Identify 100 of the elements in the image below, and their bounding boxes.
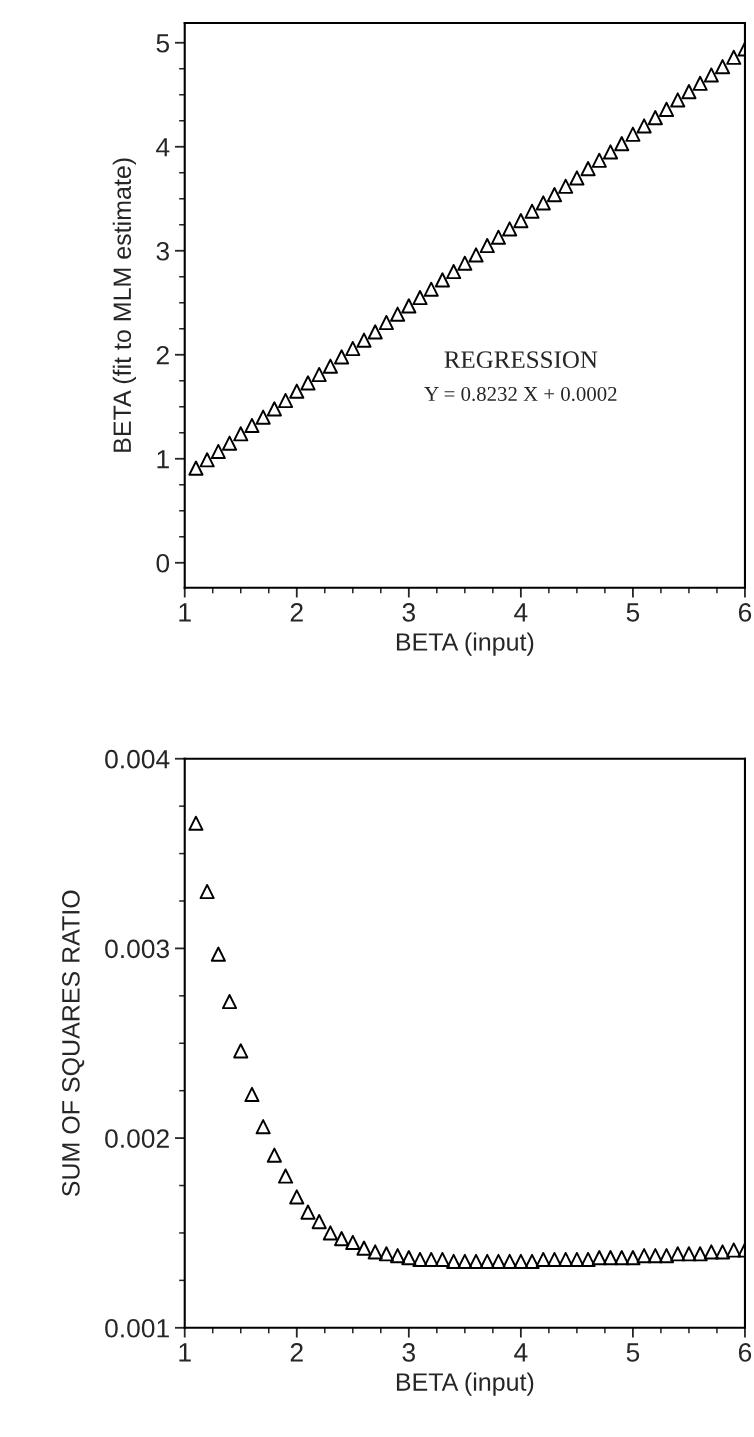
y-tick-label: 1 — [157, 450, 169, 469]
point — [434, 272, 450, 288]
point — [714, 1244, 731, 1260]
point — [423, 1251, 439, 1268]
point — [513, 1253, 529, 1269]
point — [714, 59, 731, 75]
point — [569, 1251, 585, 1268]
point — [423, 281, 439, 297]
point — [446, 1253, 462, 1269]
point — [681, 1246, 697, 1262]
point — [558, 178, 574, 194]
point — [255, 409, 271, 425]
point — [490, 229, 507, 245]
y-tick-label: 0.003 — [105, 939, 169, 959]
point — [446, 264, 462, 280]
y-axis-title: SUM OF SQUARES RATIO — [62, 890, 85, 1197]
point — [412, 1251, 428, 1268]
point — [457, 255, 473, 271]
point — [334, 349, 350, 365]
point — [535, 195, 551, 211]
point — [647, 110, 663, 126]
point — [602, 144, 619, 160]
point — [199, 452, 215, 468]
y-tick-label: 0.001 — [105, 1318, 169, 1338]
point — [266, 1147, 282, 1163]
y-tick-label: 0 — [156, 553, 170, 573]
point — [479, 238, 495, 254]
point — [322, 358, 338, 374]
x-tick-label: 1 — [179, 603, 191, 622]
point — [703, 67, 719, 83]
point — [356, 1240, 372, 1256]
point — [614, 1250, 630, 1266]
point — [233, 1043, 249, 1059]
point — [546, 1251, 563, 1268]
x-axis-title: BETA (input) — [396, 1372, 534, 1396]
point — [378, 314, 394, 331]
x-tick-label: 3 — [402, 1343, 415, 1362]
x-tick-label: 3 — [402, 603, 415, 622]
point — [367, 324, 383, 340]
point — [266, 401, 282, 417]
annotation: REGRESSION — [444, 351, 598, 369]
point — [390, 306, 406, 322]
point — [468, 247, 484, 263]
point — [311, 366, 327, 383]
point — [210, 443, 226, 460]
point — [300, 375, 316, 391]
point — [244, 417, 260, 434]
x-tick-label: 4 — [514, 1343, 528, 1362]
x-tick-label: 4 — [514, 603, 528, 622]
point — [278, 392, 294, 409]
point — [558, 1251, 574, 1268]
annotation: Y = 0.8232 X + 0.0002 — [424, 386, 617, 402]
point — [636, 1248, 652, 1264]
point — [401, 298, 417, 314]
point — [502, 221, 518, 237]
point — [625, 1250, 641, 1266]
point — [502, 1253, 518, 1269]
point — [726, 1242, 742, 1258]
x-tick-label: 5 — [626, 1343, 640, 1362]
point — [614, 136, 630, 152]
point — [658, 1248, 675, 1264]
y-tick-label: 5 — [156, 34, 170, 53]
point — [289, 1189, 305, 1205]
y-tick-label: 3 — [156, 241, 169, 261]
point — [378, 1246, 394, 1262]
point — [703, 1244, 719, 1260]
point — [591, 1250, 607, 1266]
point — [524, 203, 540, 219]
point — [356, 332, 372, 348]
point — [345, 340, 361, 357]
x-tick-label: 1 — [179, 1343, 191, 1362]
point — [692, 1246, 708, 1262]
point — [233, 426, 249, 442]
point — [322, 1225, 338, 1241]
point — [367, 1244, 383, 1260]
point — [255, 1119, 271, 1135]
point — [658, 101, 675, 117]
point — [289, 383, 305, 399]
y-tick-label: 2 — [156, 345, 169, 365]
point — [625, 126, 641, 142]
y-tick-label: 4 — [156, 138, 170, 157]
point — [681, 84, 697, 100]
y-tick-label: 0.002 — [105, 1129, 169, 1148]
point — [479, 1253, 495, 1269]
point — [726, 49, 742, 65]
point — [513, 213, 529, 229]
point — [210, 946, 226, 962]
x-tick-label: 5 — [626, 603, 640, 622]
x-tick-label: 2 — [290, 1343, 303, 1362]
point — [591, 152, 607, 168]
point — [524, 1253, 540, 1269]
point — [490, 1253, 507, 1269]
point — [412, 290, 428, 306]
point — [457, 1253, 473, 1269]
x-tick-label: 6 — [738, 1343, 752, 1362]
point — [300, 1204, 316, 1220]
y-axis-title: BETA (fit to MLM estimate) — [112, 158, 137, 452]
point — [535, 1251, 551, 1268]
point — [692, 75, 708, 91]
point — [647, 1248, 663, 1264]
